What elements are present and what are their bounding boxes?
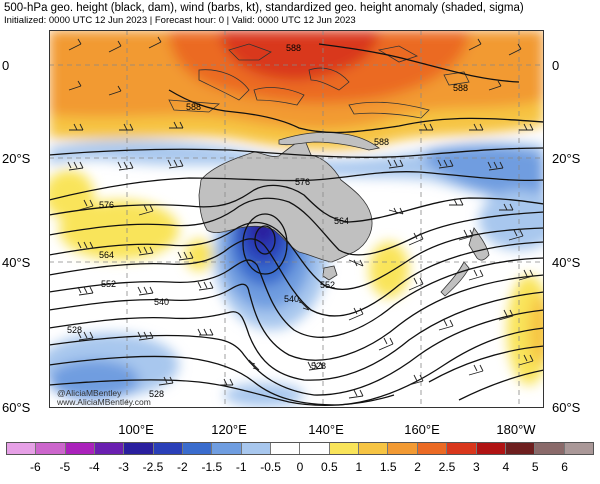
colorbar-segment-2 [65,443,96,454]
contour-label-14: 528 [311,361,326,371]
height-contours [49,43,544,406]
colorbar-segment-8 [241,443,272,454]
lon-label-120e: 120°E [211,422,247,437]
lat-label-left-20s: 20°S [2,151,31,166]
contour-label-5: 576 [295,177,310,187]
land-masses [168,43,490,297]
colorbar-label-1: -5 [59,460,71,474]
lon-label-180w: 180°W [496,422,536,437]
contour-label-10: 552 [101,279,116,289]
colorbar-segment-18 [535,443,565,454]
colorbar-segment-14 [417,443,448,454]
lat-label-left-40s: 40°S [2,255,31,270]
colorbar-segment-6 [183,443,213,454]
credit-website: www.AliciaMBentley.com [57,397,151,407]
anomaly-colorbar [6,442,594,455]
colorbar-label-8: -0.5 [260,460,281,474]
colorbar-segment-16 [476,443,506,454]
colorbar-label-16: 4 [502,460,510,474]
colorbar-segment-7 [212,443,242,454]
contour-label-12: 540 [284,294,299,304]
lat-label-right-0: 0 [552,58,560,73]
colorbar-label-7: -1 [235,460,247,474]
map-subtitle: Initialized: 0000 UTC 12 Jun 2023 | Fore… [4,15,356,26]
contour-label-6: 576 [99,200,114,210]
colorbar-segment-4 [124,443,154,454]
credit-handle: @AliciaMBentley [57,388,122,398]
colorbar-label-9: 0 [296,460,304,474]
wind-barbs [67,36,534,399]
contour-label-13: 528 [67,325,82,335]
contour-label-11: 540 [154,297,169,307]
lat-label-left-60s: 60°S [2,400,31,415]
colorbar-segment-5 [153,443,184,454]
colorbar-label-15: 3 [473,460,480,474]
colorbar-label-5: -2 [177,460,188,474]
lat-label-right-40s: 40°S [552,255,581,270]
colorbar-label-0: -6 [30,460,41,474]
colorbar-segment-9 [271,443,301,454]
contour-label-9: 552 [320,280,335,290]
colorbar-segment-0 [7,443,37,454]
colorbar-segment-17 [505,443,536,454]
contour-label-1: 588 [286,43,301,53]
colorbar-segment-13 [388,443,418,454]
contour-label-2: 588 [453,83,468,93]
lon-label-140e: 140°E [308,422,344,437]
weather-map: 588 588 588 588 576 576 564 564 552 552 … [49,30,544,408]
colorbar-segment-19 [564,443,593,454]
lat-label-right-60s: 60°S [552,400,581,415]
colorbar-label-11: 1 [355,460,363,474]
lon-label-160e: 160°E [404,422,440,437]
lon-label-100e: 100°E [118,422,154,437]
colorbar-label-12: 1.5 [379,460,397,474]
map-title: 500-hPa geo. height (black, dam), wind (… [4,2,524,14]
contour-label-3: 588 [186,102,201,112]
colorbar-segment-1 [36,443,66,454]
contour-label-4: 588 [374,137,389,147]
lat-label-right-20s: 20°S [552,151,581,166]
contour-label-group: 588 588 588 588 576 576 564 564 552 552 … [67,43,468,399]
lat-label-left-0: 0 [2,58,10,73]
colorbar-label-10: 0.5 [321,460,338,474]
colorbar-segment-15 [447,443,477,454]
colorbar-segment-12 [359,443,389,454]
colorbar-label-14: 2.5 [438,460,456,474]
map-panel: 588 588 588 588 576 576 564 564 552 552 … [49,30,544,408]
graticule [49,30,544,408]
colorbar-label-6: -1.5 [201,460,223,474]
colorbar-label-18: 6 [561,460,568,474]
colorbar-label-2: -4 [88,460,100,474]
contour-label-15: 528 [149,389,164,399]
colorbar-segment-10 [300,443,330,454]
colorbar-label-3: -3 [118,460,129,474]
contour-label-7: 564 [334,216,349,226]
colorbar-segment-3 [95,443,125,454]
credit-text: @AliciaMBentley www.AliciaMBentley.com [57,389,151,407]
contour-label-8: 564 [99,250,114,260]
colorbar-label-13: 2 [414,460,421,474]
map-border [49,30,544,408]
colorbar-segment-11 [329,443,360,454]
colorbar-label-17: 5 [531,460,539,474]
colorbar-label-4: -2.5 [142,460,164,474]
